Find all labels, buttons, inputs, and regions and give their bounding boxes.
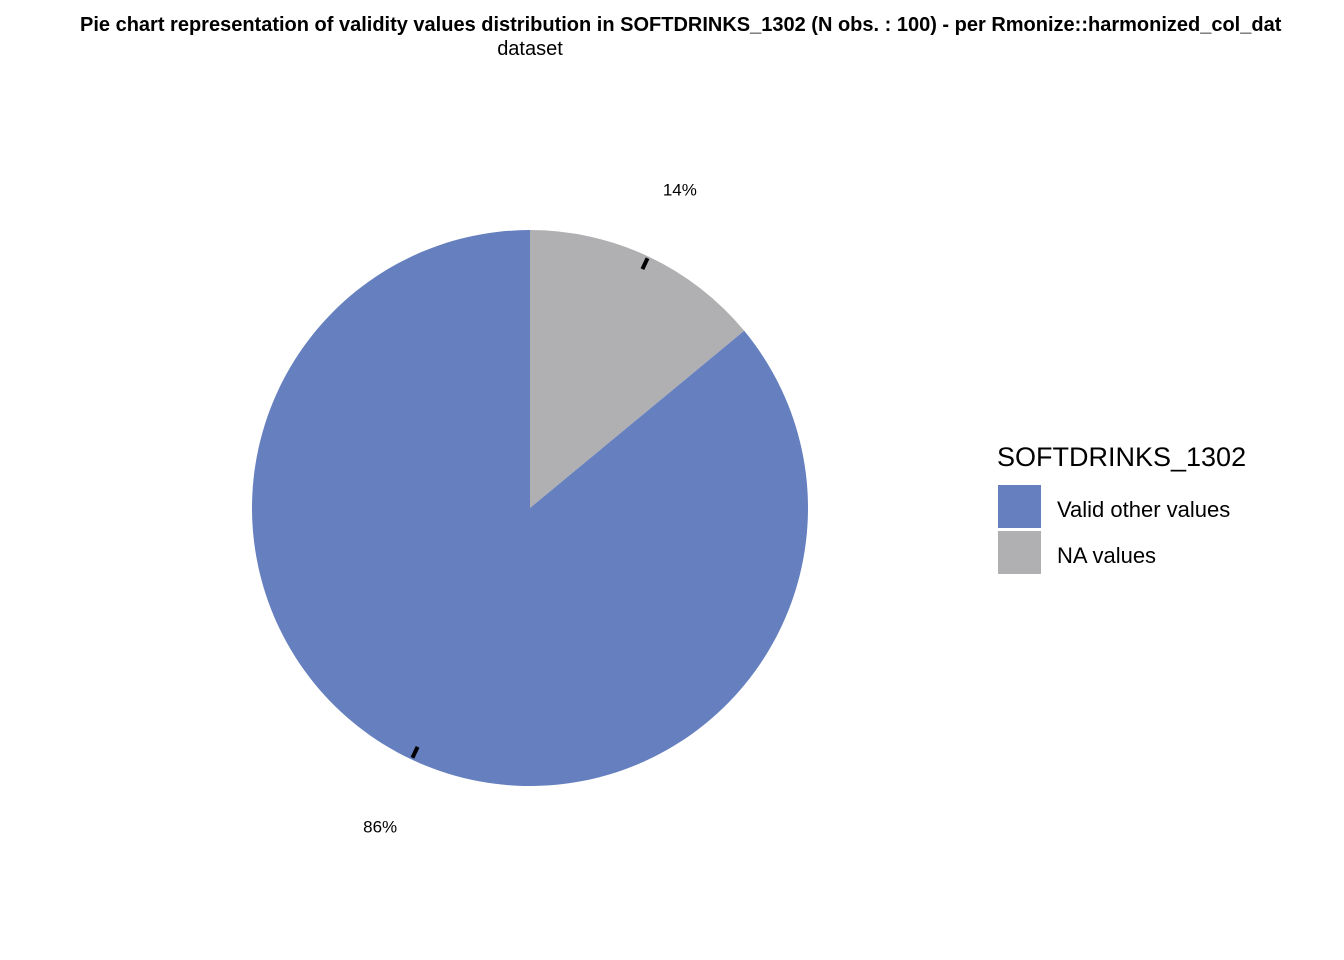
chart-title: Pie chart representation of validity val… — [80, 14, 1282, 36]
pie-slice-valid-other-values — [251, 230, 808, 787]
pie-tick — [410, 746, 420, 759]
pie-slice-na-values — [530, 230, 745, 508]
legend-swatch-valid — [998, 485, 1041, 528]
legend-title: SOFTDRINKS_1302 — [997, 442, 1246, 472]
pie-label-na-values: 14% — [663, 181, 697, 200]
legend-swatch-na — [998, 531, 1041, 574]
legend-label-na: NA values — [1057, 543, 1156, 568]
legend: SOFTDRINKS_1302 Valid other values NA va… — [997, 442, 1246, 574]
legend-label-valid: Valid other values — [1057, 497, 1230, 522]
pie-ticks — [410, 257, 650, 759]
chart-subtitle: dataset — [497, 38, 563, 60]
pie-tick — [640, 257, 650, 270]
pie-label-valid-other-values: 86% — [363, 817, 397, 836]
pie-slices — [251, 230, 808, 787]
pie-labels: 14% 86% — [363, 181, 697, 837]
